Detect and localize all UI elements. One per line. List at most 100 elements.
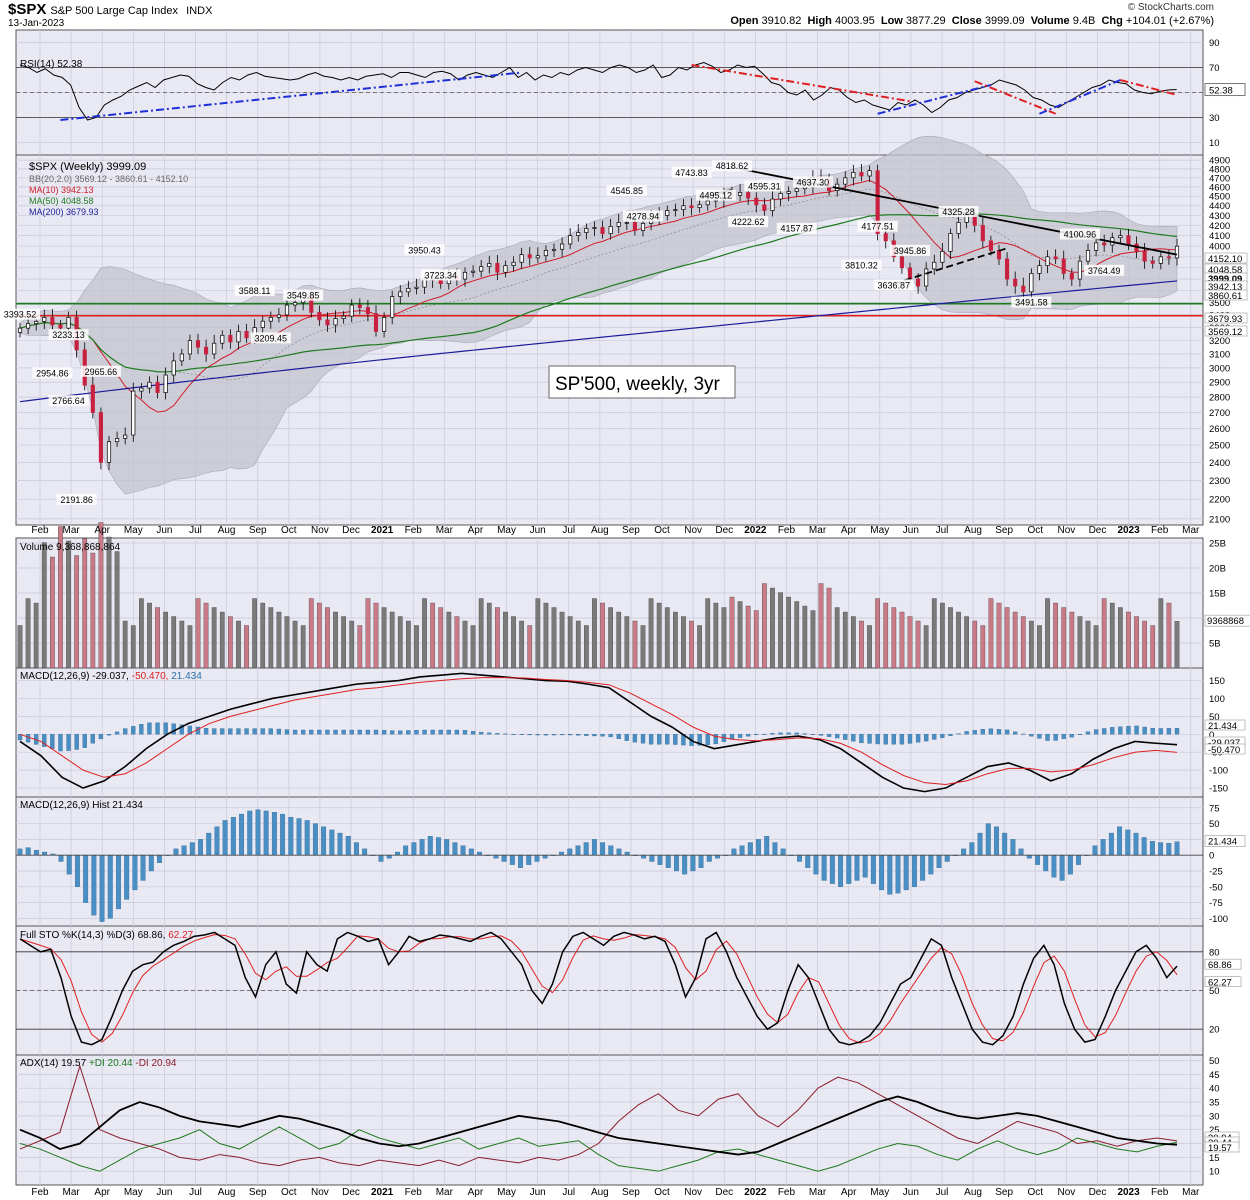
x-axis-label: Dec bbox=[715, 525, 733, 536]
histogram-bar bbox=[403, 845, 409, 856]
macd-histogram-bar bbox=[519, 734, 524, 735]
candle bbox=[390, 296, 395, 318]
price-value-box bbox=[1204, 312, 1248, 324]
macd-histogram-bar bbox=[584, 734, 589, 736]
candle bbox=[333, 318, 338, 326]
sto-legend-k: 68.86, bbox=[138, 930, 169, 941]
volume-bar bbox=[1150, 625, 1156, 669]
macd-histogram-bar bbox=[1150, 727, 1155, 735]
price-annotation: 4325.28 bbox=[942, 207, 975, 217]
volume-bar bbox=[794, 601, 800, 669]
macd-histogram-bar bbox=[487, 732, 492, 735]
x-axis-label: May bbox=[124, 525, 143, 536]
histogram-bar bbox=[977, 832, 983, 856]
y-tick-label: 2100 bbox=[1209, 514, 1230, 525]
macd-histogram-bar bbox=[203, 727, 209, 735]
price-annotation: 4222.62 bbox=[732, 217, 765, 227]
x-axis-label: Apr bbox=[841, 525, 857, 536]
y-tick-label: 4800 bbox=[1209, 164, 1230, 175]
histogram-bar bbox=[1092, 845, 1098, 856]
histogram-bar bbox=[772, 842, 778, 856]
y-tick-label: 4000 bbox=[1209, 242, 1230, 253]
histogram-bar bbox=[870, 855, 876, 884]
volume-bar bbox=[1012, 611, 1018, 669]
volume-bar bbox=[284, 616, 290, 669]
candle bbox=[276, 314, 281, 318]
histogram-bar bbox=[116, 855, 121, 910]
candle bbox=[195, 340, 201, 348]
volume-bar bbox=[195, 598, 201, 669]
x-axis-label: Apr bbox=[94, 1187, 110, 1198]
x-axis-label: Feb bbox=[405, 1187, 423, 1198]
macd-histogram-bar bbox=[1029, 734, 1034, 737]
macd-histogram-bar bbox=[244, 728, 249, 735]
candle bbox=[640, 223, 646, 231]
candle bbox=[1005, 258, 1010, 280]
volume-bar bbox=[915, 620, 921, 669]
volume-legend: Volume 9,368,868,864 bbox=[20, 542, 121, 553]
chart-date: 13-Jan-2023 bbox=[8, 18, 65, 29]
volume-bar bbox=[74, 555, 79, 669]
macd-histogram-bar bbox=[673, 734, 678, 745]
macd-histogram-bar bbox=[883, 734, 888, 745]
macd-value-box bbox=[1204, 743, 1246, 755]
macd-legend: MACD(12,26,9) -29.037, -50.470, 21.434 bbox=[20, 671, 202, 682]
candle bbox=[398, 291, 403, 297]
price-annotation: 4637.30 bbox=[797, 177, 830, 187]
volume-bar bbox=[584, 625, 589, 669]
volume-bar bbox=[559, 611, 565, 669]
y-tick-label: 15B bbox=[1209, 589, 1226, 600]
histogram-bar bbox=[1108, 832, 1114, 856]
volume-bar bbox=[171, 616, 177, 669]
volume-bar bbox=[147, 602, 152, 669]
candle bbox=[1045, 256, 1050, 266]
rsi-trendline-red bbox=[974, 80, 1057, 115]
macd-histogram-bar bbox=[123, 728, 128, 735]
candle bbox=[916, 278, 921, 287]
macd-histogram-bar bbox=[551, 734, 557, 736]
histogram-bar bbox=[91, 855, 97, 916]
macd-histogram-bar bbox=[422, 729, 427, 735]
histogram-bar bbox=[239, 813, 245, 856]
candle bbox=[851, 172, 856, 179]
macd-histogram-bar bbox=[1004, 729, 1010, 735]
macd-histogram-bar bbox=[228, 728, 233, 735]
x-axis-label: Aug bbox=[964, 1187, 982, 1198]
price-annotation: 3950.43 bbox=[408, 245, 441, 255]
volume-bar bbox=[1020, 616, 1026, 669]
volume-bar bbox=[349, 620, 355, 669]
macd-histogram-bar bbox=[543, 734, 549, 736]
volume-bar bbox=[33, 602, 39, 669]
histogram-bar bbox=[1043, 855, 1049, 872]
candle bbox=[511, 261, 516, 266]
price-annotation: 3549.85 bbox=[287, 291, 320, 301]
x-axis-label: Mar bbox=[436, 525, 454, 536]
y-tick-label: 0 bbox=[1209, 730, 1214, 741]
volume-bar bbox=[470, 625, 476, 669]
macd-histogram-bar bbox=[640, 734, 646, 744]
price-annotation-bg bbox=[712, 160, 752, 172]
candle bbox=[624, 222, 629, 224]
price-dashed-trendline bbox=[893, 247, 1008, 285]
macd-histogram-bar bbox=[82, 734, 87, 748]
histogram-bar bbox=[296, 818, 302, 856]
candle bbox=[373, 313, 379, 332]
x-axis-label: 2021 bbox=[371, 1187, 394, 1198]
macd-histogram-bar bbox=[462, 730, 468, 735]
candle bbox=[58, 324, 63, 329]
macd-histogram-bar bbox=[309, 729, 314, 735]
y-tick-label: 4700 bbox=[1209, 173, 1230, 184]
macd-histogram-bar bbox=[373, 729, 379, 735]
macd-histogram-bar bbox=[762, 733, 767, 735]
volume-bar bbox=[1029, 620, 1034, 669]
y-tick-label: 20 bbox=[1209, 1025, 1220, 1036]
macd-histogram-bar bbox=[1013, 731, 1018, 735]
rsi-trendline-blue bbox=[1039, 79, 1121, 115]
x-axis-label: May bbox=[497, 1187, 516, 1198]
y-tick-label: 2900 bbox=[1209, 378, 1230, 389]
macd-histogram-bar bbox=[187, 725, 193, 735]
candle bbox=[284, 304, 290, 316]
histogram-bar bbox=[591, 839, 597, 856]
histogram-bar bbox=[362, 848, 368, 856]
x-axis-label: Sep bbox=[995, 525, 1013, 536]
